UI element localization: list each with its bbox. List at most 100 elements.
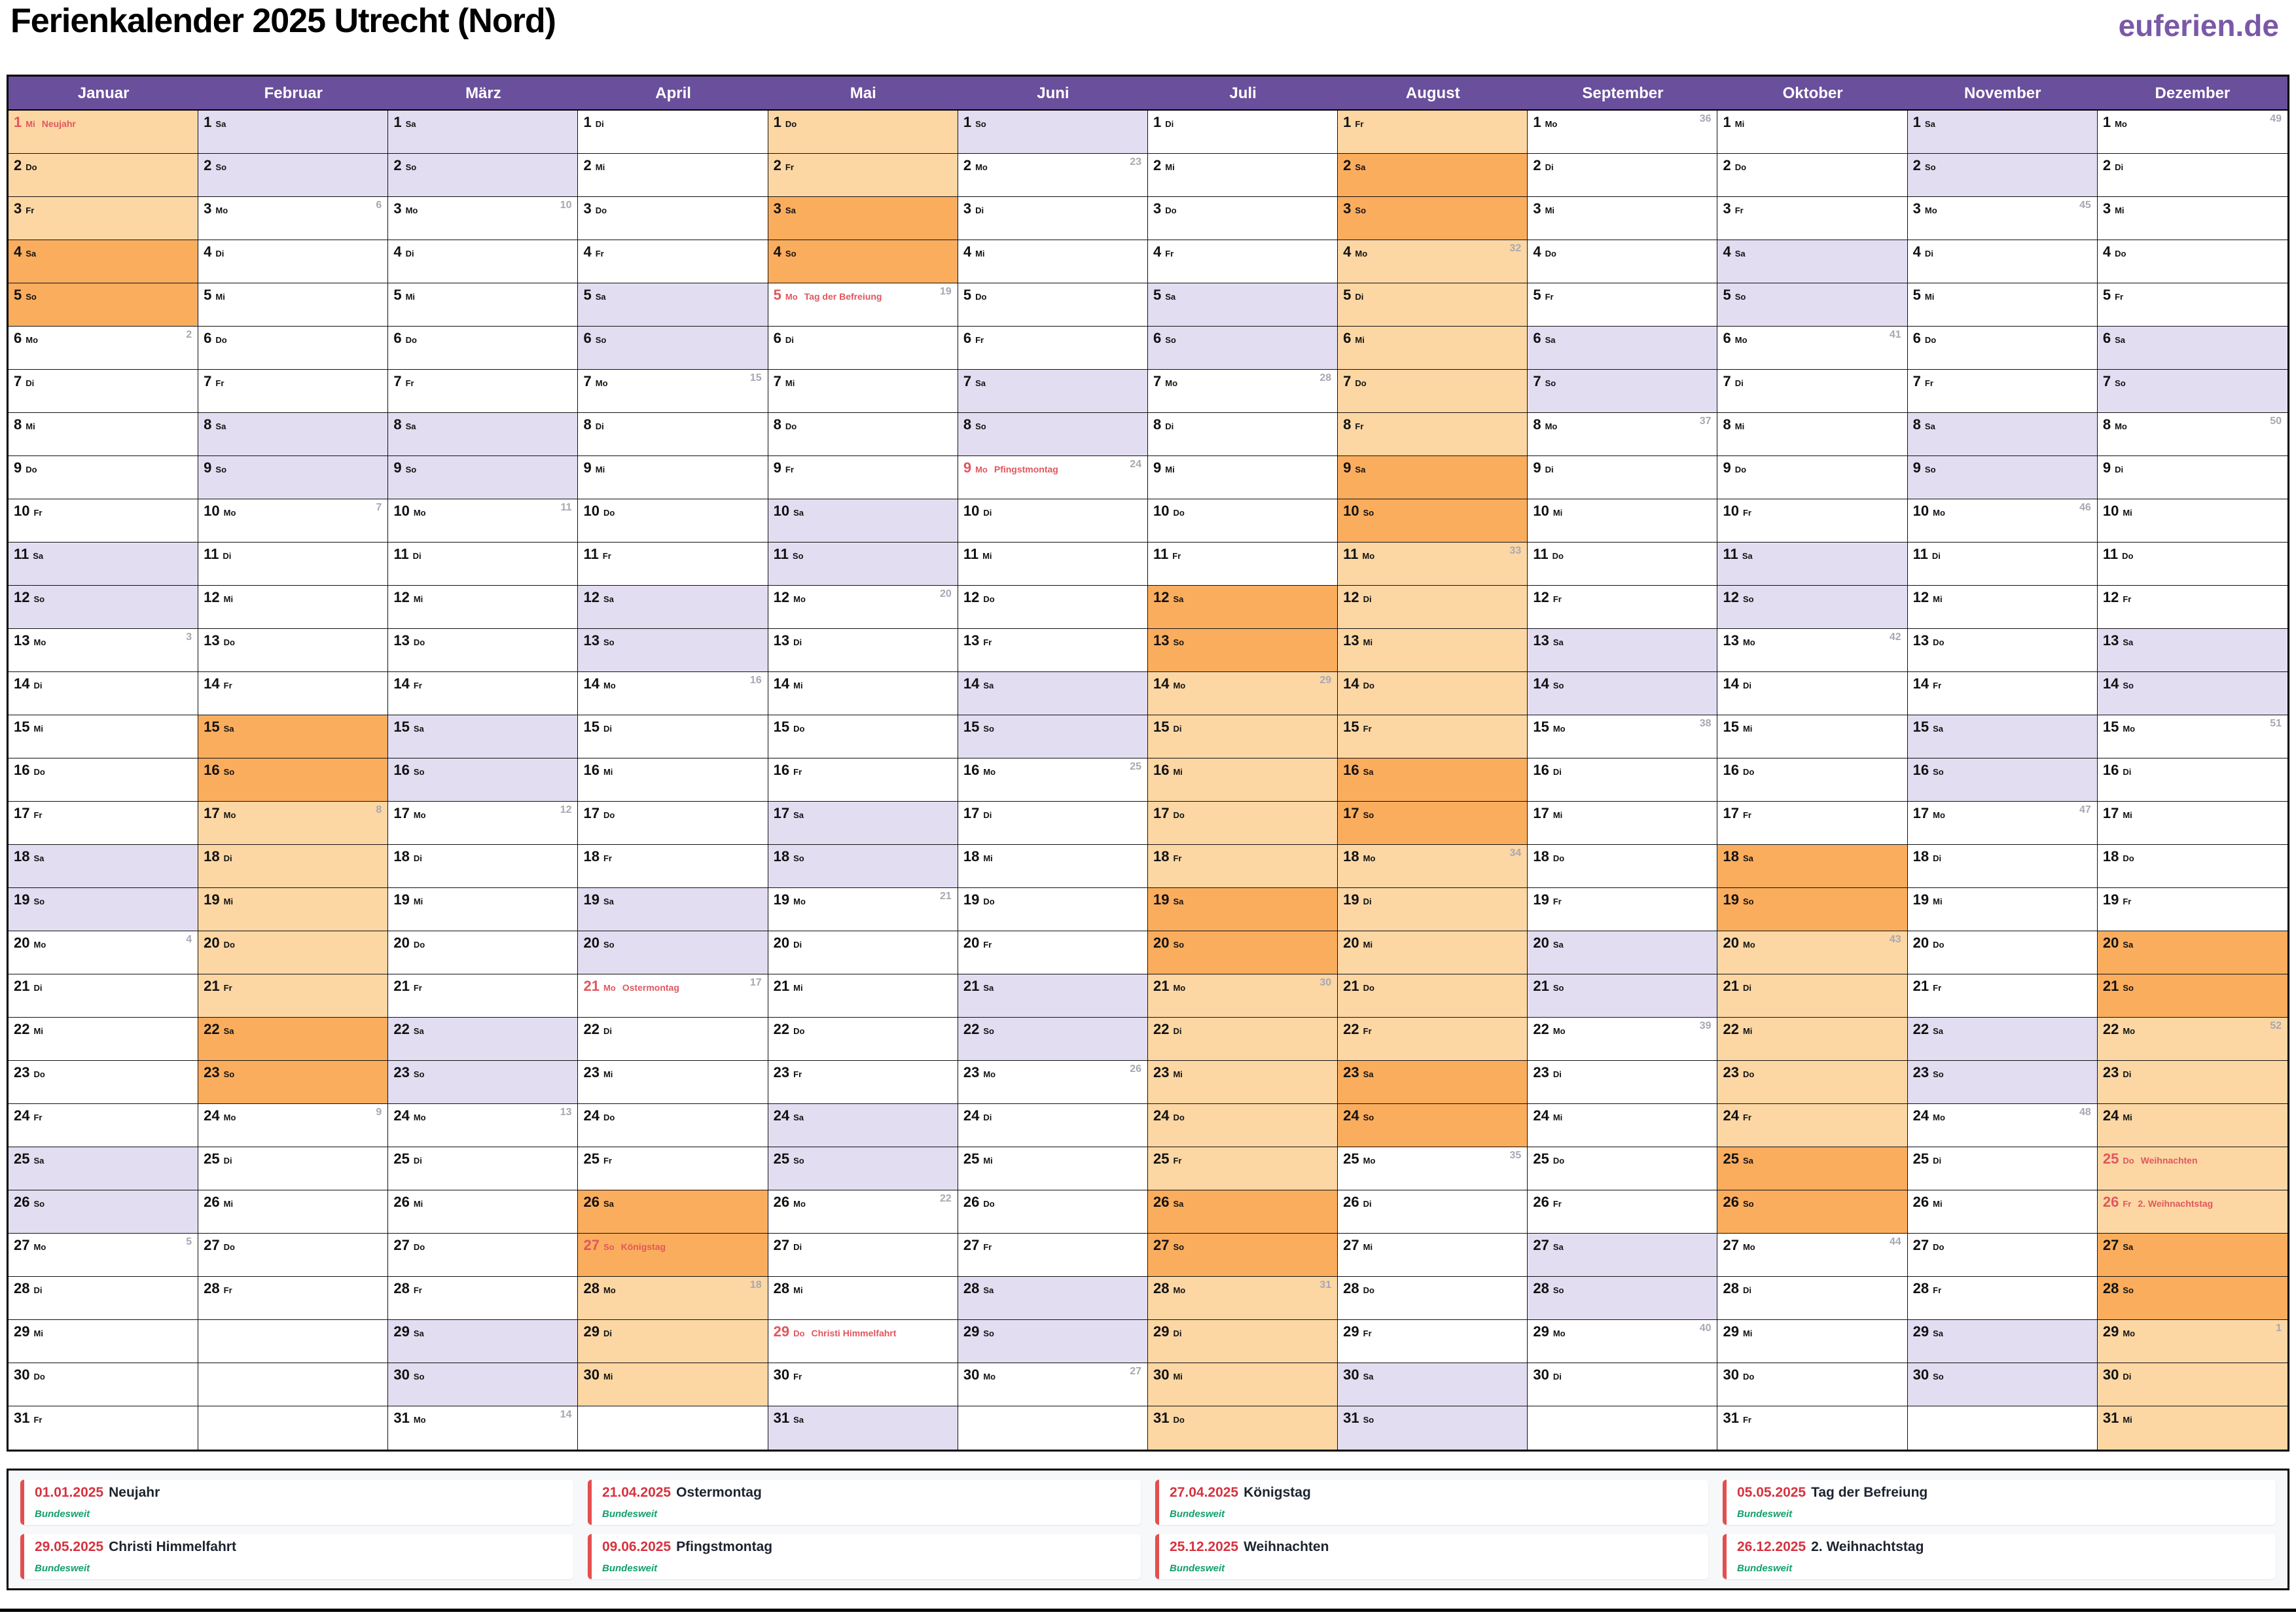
day-cell-juni-17: 17 Di [958, 802, 1148, 845]
weekday-label: Mo [33, 1242, 46, 1252]
week-number: 17 [749, 977, 762, 988]
day-cell-oktober-30: 30 Do [1717, 1363, 1908, 1406]
week-number: 45 [2079, 200, 2091, 211]
day-cell-februar-8: 8 Sa [198, 413, 389, 456]
weekday-label: Mi [603, 767, 613, 777]
day-cell-april-28: 28 Mo 18 [578, 1277, 768, 1320]
day-cell-dezember-25: 25 Do Weihnachten [2097, 1147, 2287, 1190]
weekday-label: Sa [1742, 853, 1753, 863]
weekday-label: So [1363, 810, 1374, 820]
day-cell-januar-22: 22 Mi [9, 1018, 199, 1061]
day-cell-september-18: 18 Do [1528, 845, 1718, 888]
day-number: 11 [1912, 546, 1928, 562]
weekday-label: Sa [603, 897, 614, 906]
holiday-label: Ostermontag [622, 982, 679, 993]
weekday-label: Fr [785, 162, 794, 172]
day-cell-mai-13: 13 Di [768, 629, 958, 672]
legend-holiday-row: 29.05.2025 Christi Himmelfahrt [35, 1539, 563, 1555]
weekday-label: Sa [1924, 421, 1935, 431]
day-number: 18 [204, 848, 220, 865]
day-number: 5 [773, 287, 781, 303]
day-cell-maerz-14: 14 Fr [388, 672, 579, 715]
day-cell-mai-11: 11 So [768, 543, 958, 586]
weekday-label: Mo [1173, 1285, 1186, 1295]
day-cell-februar-4: 4 Di [198, 240, 389, 283]
weekday-label: Fr [413, 1285, 422, 1295]
day-cell-januar-18: 18 Sa [9, 845, 199, 888]
day-number: 4 [393, 243, 402, 260]
day-cell-mai-5: 5 Mo Tag der Befreiung 19 [768, 283, 958, 327]
weekday-label: Fr [983, 940, 992, 950]
legend-holiday-card: 25.12.2025 Weihnachten Bundesweit [1155, 1534, 1708, 1579]
day-number: 26 [1343, 1194, 1359, 1210]
day-number: 17 [1912, 805, 1929, 821]
day-cell-juni-9: 9 Mo Pfingstmontag 24 [958, 456, 1148, 499]
weekday-label: Fr [975, 335, 984, 345]
month-header-oktober: Oktober [1717, 77, 1908, 111]
day-number: 19 [1723, 891, 1739, 908]
day-cell-november-18: 18 Di [1907, 845, 2098, 888]
weekday-label: Do [1363, 983, 1374, 993]
day-cell-februar-28: 28 Fr [198, 1277, 389, 1320]
legend-holiday-card: 26.12.2025 2. Weihnachtstag Bundesweit [1723, 1534, 2276, 1579]
day-number: 21 [393, 978, 410, 994]
day-cell-november-21: 21 Fr [1907, 974, 2098, 1018]
day-number: 8 [14, 416, 22, 433]
day-number: 15 [1533, 719, 1549, 735]
day-cell-maerz-25: 25 Di [388, 1147, 579, 1190]
weekday-label: Fr [603, 1156, 612, 1166]
day-cell-februar-21: 21 Fr [198, 974, 389, 1018]
day-cell-oktober-8: 8 Mi [1717, 413, 1908, 456]
weekday-label: Mi [1742, 1329, 1753, 1338]
weekday-label: Di [785, 335, 794, 345]
day-cell-juni-8: 8 So [958, 413, 1148, 456]
day-cell-juli-12: 12 Sa [1147, 586, 1338, 629]
day-cell-januar-8: 8 Mi [9, 413, 199, 456]
day-number: 19 [14, 891, 30, 908]
day-cell-august-24: 24 So [1338, 1104, 1528, 1147]
weekday-label: Sa [1363, 1069, 1374, 1079]
weekday-label: So [1165, 335, 1176, 345]
weekday-label: Fr [33, 810, 43, 820]
weekday-label: Sa [1742, 1156, 1753, 1166]
day-number: 17 [1533, 805, 1549, 821]
day-cell-februar-9: 9 So [198, 456, 389, 499]
day-number: 20 [773, 935, 790, 951]
day-number: 27 [1153, 1237, 1170, 1253]
week-number: 43 [1889, 934, 1901, 945]
day-cell-juni-29: 29 So [958, 1320, 1148, 1363]
legend-holiday-card: 27.04.2025 Königstag Bundesweit [1155, 1480, 1708, 1525]
week-number: 10 [560, 200, 572, 211]
day-number: 3 [773, 200, 781, 217]
day-cell-maerz-10: 10 Mo 11 [388, 499, 579, 543]
day-cell-oktober-7: 7 Di [1717, 370, 1908, 413]
day-cell-mai-6: 6 Di [768, 327, 958, 370]
month-header-november: November [1907, 77, 2098, 111]
weekday-label: So [603, 637, 615, 647]
day-number: 16 [963, 762, 980, 778]
month-header-juli: Juli [1147, 77, 1338, 111]
day-number: 30 [1533, 1366, 1549, 1383]
day-number: 18 [963, 848, 980, 865]
day-cell-september-5: 5 Fr [1528, 283, 1718, 327]
day-cell-november-10: 10 Mo 46 [1907, 499, 2098, 543]
weekday-label: Mi [215, 292, 225, 302]
day-number: 22 [1343, 1021, 1359, 1037]
day-cell-april-8: 8 Di [578, 413, 768, 456]
weekday-label: Mi [793, 1285, 803, 1295]
week-number: 30 [1319, 977, 1332, 988]
day-cell-maerz-31: 31 Mo 14 [388, 1406, 579, 1450]
day-number: 9 [204, 459, 212, 476]
day-number: 9 [963, 459, 972, 476]
day-cell-august-31: 31 So [1338, 1406, 1528, 1450]
day-cell-april-1: 1 Di [578, 111, 768, 154]
day-cell-oktober-16: 16 Do [1717, 758, 1908, 802]
weekday-label: So [1552, 983, 1564, 993]
site-logo[interactable]: euferien.de [2118, 9, 2279, 43]
weekday-label: So [793, 1156, 804, 1166]
day-cell-dezember-19: 19 Fr [2097, 888, 2287, 931]
weekday-label: Sa [26, 249, 37, 259]
day-cell-dezember-30: 30 Di [2097, 1363, 2287, 1406]
week-number: 21 [940, 891, 952, 902]
day-number: 30 [1343, 1366, 1359, 1383]
